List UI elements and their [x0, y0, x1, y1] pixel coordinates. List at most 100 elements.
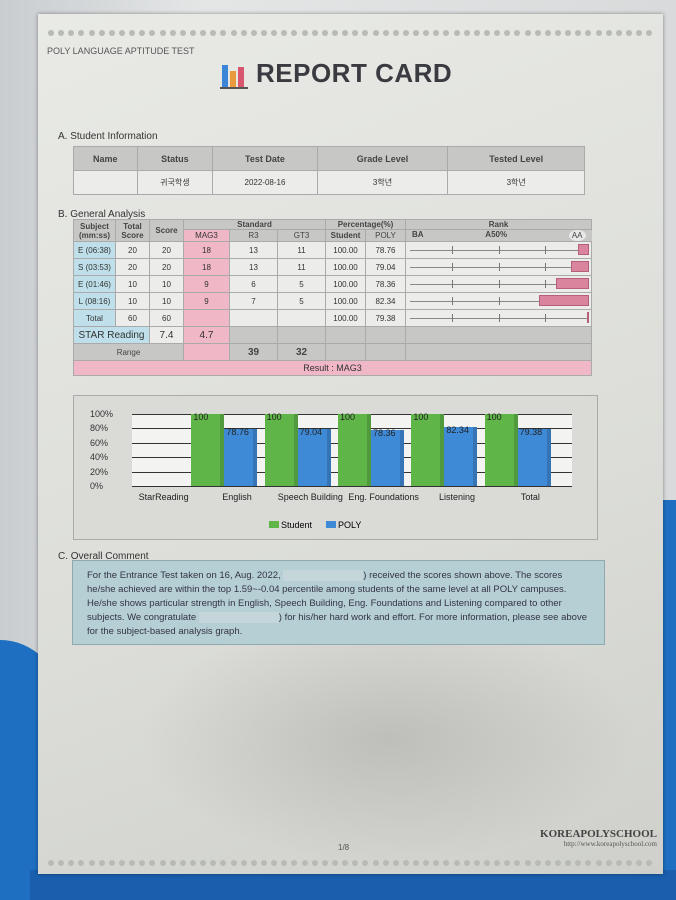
hole [48, 860, 54, 866]
col-standard: Standard [183, 219, 326, 230]
hole [98, 860, 105, 866]
cell-student: 100.00 [325, 309, 366, 327]
cell-total: 20 [115, 258, 150, 276]
hole [453, 30, 460, 36]
cell-subject: E (01:46) [73, 275, 116, 293]
page-title: REPORT CARD [220, 58, 452, 89]
hole [48, 30, 54, 36]
rank-tick [452, 246, 454, 254]
hole [626, 860, 633, 866]
legend-swatch [326, 521, 337, 528]
data-label: 78.76 [226, 427, 249, 438]
hole [118, 860, 125, 866]
hole [321, 860, 328, 866]
star-reading-mag3: 4.7 [183, 326, 230, 344]
hole [382, 30, 389, 36]
hole [311, 860, 318, 866]
hole [362, 30, 369, 36]
hole [443, 860, 450, 866]
hole [210, 30, 217, 36]
rank-gauge [406, 293, 591, 309]
hole [189, 30, 196, 36]
cell-student: 100.00 [325, 241, 366, 259]
bar-poly [371, 429, 404, 486]
x-tick-label: English [222, 492, 252, 502]
hole [423, 860, 430, 866]
hole [230, 30, 237, 36]
bar-student [484, 414, 518, 486]
range-r3: 39 [229, 343, 278, 361]
hole [179, 860, 186, 866]
cell-mag3: 9 [183, 275, 230, 293]
cell-gt3: 5 [277, 275, 326, 293]
rank-gauge [406, 242, 591, 258]
hole [514, 30, 521, 36]
student-info-table: Name Status Test Date Grade Level Tested Lev… [73, 146, 585, 195]
footer-brand: KOREAPOLYSCHOOL http://www.koreapolyscho… [540, 828, 657, 848]
info-value: 귀국학생 [136, 170, 214, 195]
hole [534, 860, 541, 866]
cell-subject: S (03:53) [73, 258, 116, 276]
hole [118, 30, 125, 36]
cell-score: 20 [149, 241, 184, 259]
hole [169, 860, 176, 866]
empty-cell [405, 326, 592, 344]
empty-cell [325, 326, 366, 344]
hole [484, 860, 491, 866]
hole [139, 30, 146, 36]
rank-tick [498, 280, 500, 288]
binding-holes-bottom [48, 860, 653, 870]
hole [504, 30, 511, 36]
hole [88, 30, 95, 36]
page-number: 1/8 [338, 843, 350, 852]
rank-tick [452, 297, 454, 305]
rank-cell [405, 275, 592, 293]
star-reading-score: 7.4 [149, 326, 184, 344]
rank-bar [555, 278, 589, 289]
empty-cell [229, 326, 278, 344]
x-tick-label: Total [520, 492, 540, 502]
legend-item: Student [269, 520, 312, 530]
legend-swatch [269, 521, 279, 528]
hole [524, 860, 531, 866]
table-row: Total 60 60 100.00 79.38 [73, 309, 592, 327]
hole [281, 30, 288, 36]
shadow [138, 614, 638, 864]
hole [250, 30, 257, 36]
title-text: REPORT CARD [256, 58, 453, 88]
hole [78, 30, 85, 36]
rank-tick [544, 263, 546, 271]
hole [331, 860, 338, 866]
cell-poly: 78.36 [365, 275, 406, 293]
table-row: E (01:46) 10 10 9 6 5 100.00 78.36 [73, 275, 592, 293]
empty-cell [365, 326, 406, 344]
info-value: 2022-08-16 [212, 170, 318, 195]
rank-tick [452, 314, 454, 322]
x-tick-label: Eng. Foundations [348, 492, 419, 502]
hole [565, 30, 572, 36]
data-label: 78.36 [373, 427, 396, 438]
hole [68, 860, 75, 866]
hole [555, 30, 562, 36]
range-mag3 [183, 343, 230, 361]
rank-bar [577, 244, 589, 255]
hole [544, 860, 551, 866]
rank-tick [498, 297, 500, 305]
col-student: Student [325, 229, 366, 242]
rank-bar [539, 295, 589, 306]
data-label: 100 [340, 412, 356, 422]
hole [372, 30, 379, 36]
y-tick-label: 0% [90, 481, 104, 491]
comment-part-2: ) received the scores shown above. The s… [87, 570, 567, 623]
hole [544, 30, 551, 36]
rank-tick [452, 263, 454, 271]
y-tick-label: 60% [90, 437, 109, 448]
hole [575, 860, 582, 866]
data-label: 100 [193, 412, 209, 422]
col-percentage: Percentage(%) [325, 219, 406, 230]
rank-bar [570, 261, 589, 272]
cell-score: 10 [149, 275, 184, 293]
cell-r3: 13 [229, 258, 278, 276]
col-subject: Subject (mm:ss) [73, 219, 116, 242]
hole [402, 30, 409, 36]
